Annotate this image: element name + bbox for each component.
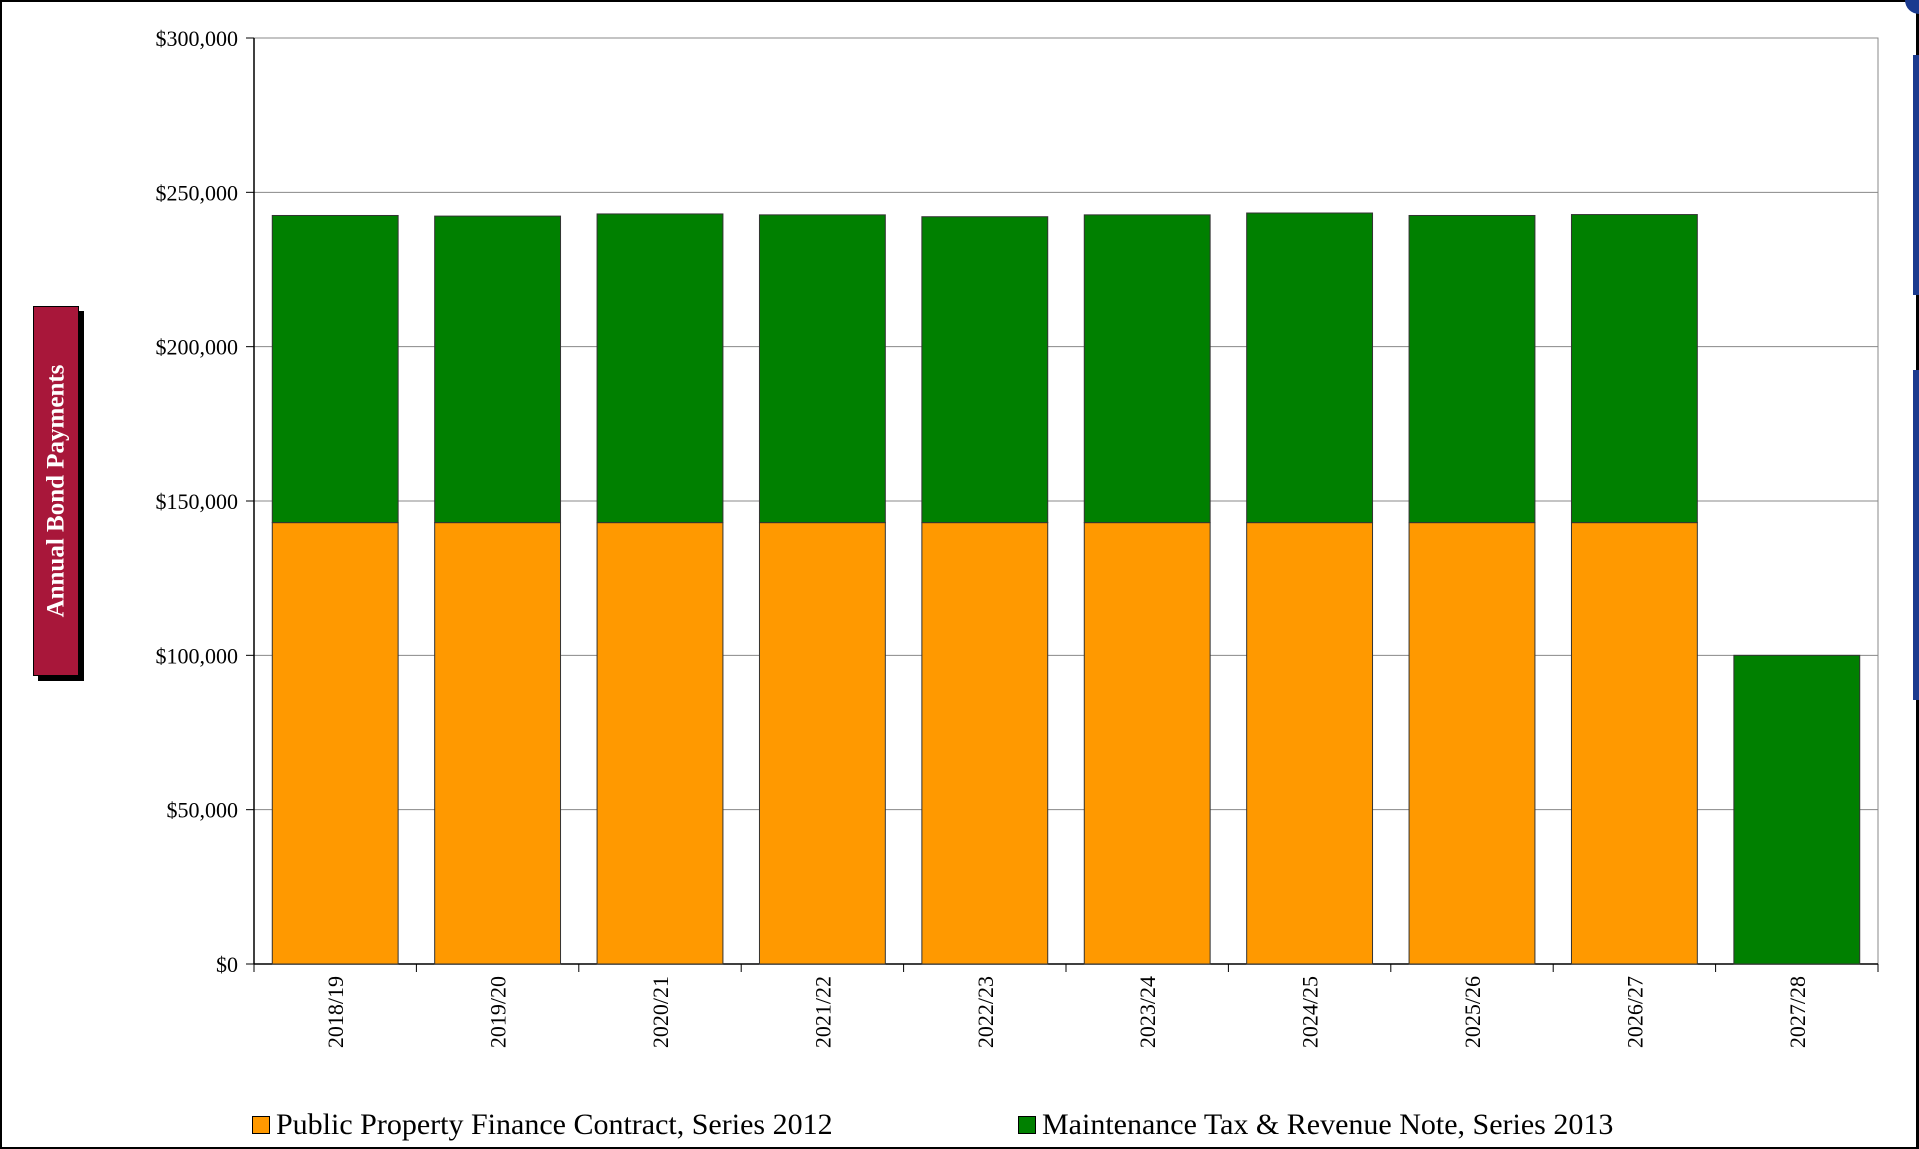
bar-2018-19-series-1 — [271, 522, 399, 965]
side-decoration-middle — [1913, 370, 1919, 700]
x-tick-label: 2018/19 — [323, 976, 348, 1048]
x-tick-label: 2024/25 — [1298, 976, 1323, 1048]
bar-2023-24-series-2 — [1083, 214, 1211, 524]
bar-2027-28-series-2 — [1733, 654, 1861, 965]
x-tick-label: 2026/27 — [1622, 976, 1647, 1048]
bar-2024-25-series-1 — [1246, 522, 1374, 965]
legend-label-series-2: Maintenance Tax & Revenue Note, Series 2… — [1042, 1108, 1614, 1141]
bar-2023-24-series-1 — [1083, 522, 1211, 965]
bar-2024-25-series-2 — [1246, 212, 1374, 524]
y-tick-label: $150,000 — [156, 489, 239, 514]
bar-2021-22-series-1 — [758, 522, 886, 965]
bar-2022-23-series-2 — [921, 216, 1049, 524]
legend-label-series-1: Public Property Finance Contract, Series… — [276, 1108, 833, 1141]
y-axis-label-box: Annual Bond Payments — [33, 306, 79, 676]
x-tick-label: 2025/26 — [1460, 976, 1485, 1048]
y-tick-label: $300,000 — [156, 26, 239, 51]
legend: Public Property Finance Contract, Series… — [0, 1108, 1919, 1146]
bar-2025-26-series-2 — [1408, 214, 1536, 524]
y-tick-label: $100,000 — [156, 643, 239, 668]
bar-2022-23-series-1 — [921, 522, 1049, 965]
x-tick-label: 2019/20 — [486, 976, 511, 1048]
legend-item-series-1: Public Property Finance Contract, Series… — [252, 1108, 833, 1142]
bar-2021-22-series-2 — [758, 214, 886, 524]
side-decoration-top — [1913, 55, 1919, 295]
bar-2020-21-series-1 — [596, 522, 724, 965]
x-tick-label: 2027/28 — [1785, 976, 1810, 1048]
bar-2025-26-series-1 — [1408, 522, 1536, 965]
y-axis-label: Annual Bond Payments — [42, 364, 70, 618]
bar-2019-20-series-2 — [434, 215, 562, 524]
y-tick-label: $250,000 — [156, 180, 239, 205]
bar-2026-27-series-2 — [1570, 214, 1698, 524]
x-tick-label: 2022/23 — [973, 976, 998, 1048]
legend-swatch-series-2 — [1018, 1116, 1036, 1134]
y-tick-label: $200,000 — [156, 335, 239, 360]
bar-2019-20-series-1 — [434, 522, 562, 965]
bar-2018-19-series-2 — [271, 214, 399, 524]
y-tick-label: $0 — [216, 952, 238, 977]
x-tick-label: 2020/21 — [648, 976, 673, 1048]
y-tick-label: $50,000 — [167, 798, 239, 823]
x-tick-label: 2021/22 — [810, 976, 835, 1048]
legend-swatch-series-1 — [252, 1116, 270, 1134]
x-tick-label: 2023/24 — [1135, 976, 1160, 1048]
bar-2020-21-series-2 — [596, 213, 724, 524]
legend-item-series-2: Maintenance Tax & Revenue Note, Series 2… — [1018, 1108, 1613, 1142]
bar-2026-27-series-1 — [1570, 522, 1698, 965]
